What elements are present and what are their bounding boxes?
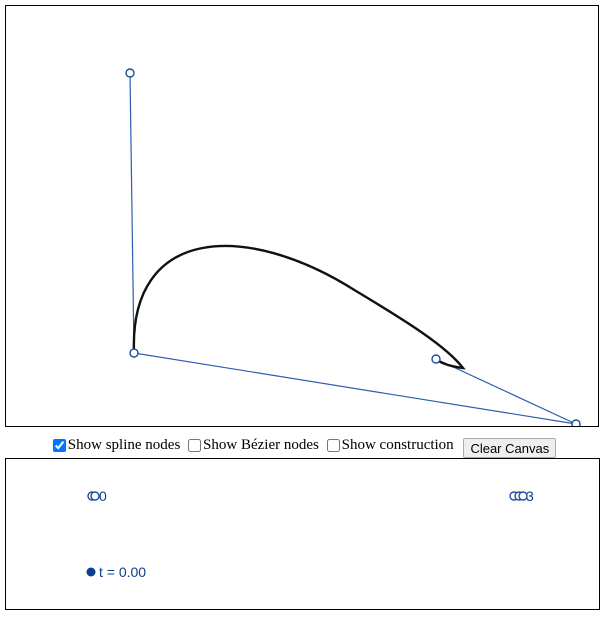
parameter-value-label: t = 0.00 xyxy=(99,564,146,580)
show-spline-nodes-checkbox[interactable] xyxy=(52,438,66,452)
show-bezier-nodes-option[interactable]: Show Bézier nodes xyxy=(188,432,319,458)
control-node-4[interactable] xyxy=(571,419,581,426)
show-spline-nodes-label: Show spline nodes xyxy=(67,437,181,453)
show-construction-option[interactable]: Show construction xyxy=(326,432,454,458)
controls-bar: Show spline nodes Show Bézier nodes Show… xyxy=(0,432,607,459)
control-node-1[interactable] xyxy=(125,68,135,78)
parameter-node-left-b[interactable] xyxy=(90,491,100,501)
control-node-3[interactable] xyxy=(431,354,441,364)
show-bezier-nodes-label: Show Bézier nodes xyxy=(203,437,319,453)
control-polygon xyxy=(129,72,577,425)
control-node-2[interactable] xyxy=(129,348,139,358)
show-spline-nodes-option[interactable]: Show spline nodes xyxy=(52,432,181,458)
spline-curve xyxy=(132,244,466,370)
parameter-node-right-c[interactable] xyxy=(518,491,528,501)
parameter-node-left-label: 0 xyxy=(99,488,107,504)
spline-canvas[interactable] xyxy=(5,5,599,427)
show-construction-label: Show construction xyxy=(341,437,454,453)
parameter-canvas[interactable]: 0 3 t = 0.00 xyxy=(5,458,600,610)
parameter-drawing[interactable]: 0 3 t = 0.00 xyxy=(6,459,599,609)
clear-canvas-button[interactable]: Clear Canvas xyxy=(463,438,557,459)
parameter-marker[interactable] xyxy=(86,567,96,577)
parameter-node-right-label: 3 xyxy=(526,488,534,504)
show-construction-checkbox[interactable] xyxy=(326,438,340,452)
spline-drawing[interactable] xyxy=(6,6,598,426)
show-bezier-nodes-checkbox[interactable] xyxy=(188,438,202,452)
